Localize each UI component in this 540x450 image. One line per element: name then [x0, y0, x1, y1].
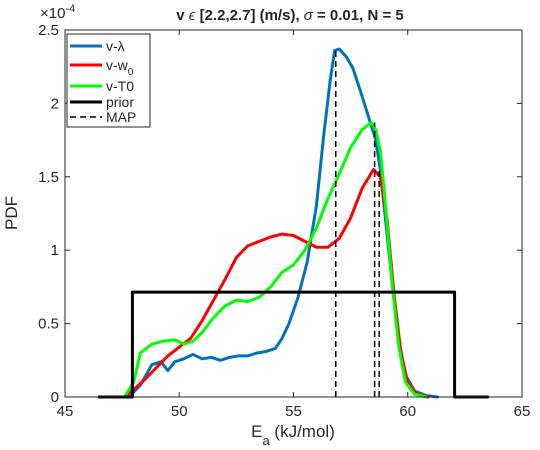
x-tick-label-1: 50: [171, 403, 188, 420]
legend: v-λ v-w0 v-T0 prior MAP: [66, 33, 151, 128]
y-tick-label-3: 1.5: [38, 169, 59, 186]
x-label-sub: a: [262, 433, 270, 448]
y-exponent-base: ×10: [40, 5, 65, 22]
x-label-rest: (kJ/mol): [270, 422, 335, 441]
axis-tick-labels: 45 50 55 60 65 0 0.5 1 1.5 2 2.5: [38, 22, 530, 420]
title-rest: = 0.01, N = 5: [313, 7, 404, 24]
x-axis-label: Ea (kJ/mol): [251, 422, 335, 448]
x-label-main: E: [251, 422, 262, 441]
legend-label-v-lambda: v-λ: [106, 38, 125, 54]
y-exponent-power: -4: [65, 3, 75, 15]
legend-label-v-w0: v-w0: [106, 57, 134, 78]
title-sigma: σ: [304, 7, 314, 24]
y-tick-label-4: 2: [51, 95, 59, 112]
svg-text:v ϵ [2.2,2.7] (m/s), σ = 0.01,: v ϵ [2.2,2.7] (m/s), σ = 0.01, N = 5: [176, 7, 403, 24]
x-tick-label-4: 65: [514, 403, 531, 420]
y-axis-exponent: ×10-4: [40, 3, 75, 22]
title-lead: v: [176, 7, 189, 24]
legend-label-v-w0-sub: 0: [128, 67, 134, 78]
x-tick-label-0: 45: [57, 403, 74, 420]
legend-box: [66, 33, 151, 128]
title-element-symbol: ϵ: [189, 7, 196, 24]
legend-label-prior: prior: [106, 94, 134, 110]
y-tick-label-0: 0: [51, 389, 59, 406]
x-tick-label-2: 55: [285, 403, 302, 420]
y-tick-label-1: 0.5: [38, 316, 59, 333]
x-tick-label-3: 60: [399, 403, 416, 420]
legend-label-map: MAP: [106, 109, 136, 125]
series-line-2: [97, 120, 428, 399]
y-axis-label: PDF: [2, 196, 21, 230]
map-lines: [335, 49, 380, 397]
legend-label-v-t0: v-T0: [106, 78, 134, 94]
y-tick-label-2: 1: [51, 242, 59, 259]
legend-label-v-w0-main: v-w: [106, 57, 129, 73]
svg-text:×10-4: ×10-4: [40, 3, 75, 22]
plot-series: [97, 47, 490, 399]
title-range: [2.2,2.7] (m/s),: [195, 7, 303, 24]
y-tick-label-5: 2.5: [38, 22, 59, 39]
chart-title: v ϵ [2.2,2.7] (m/s), σ = 0.01, N = 5: [176, 7, 403, 24]
